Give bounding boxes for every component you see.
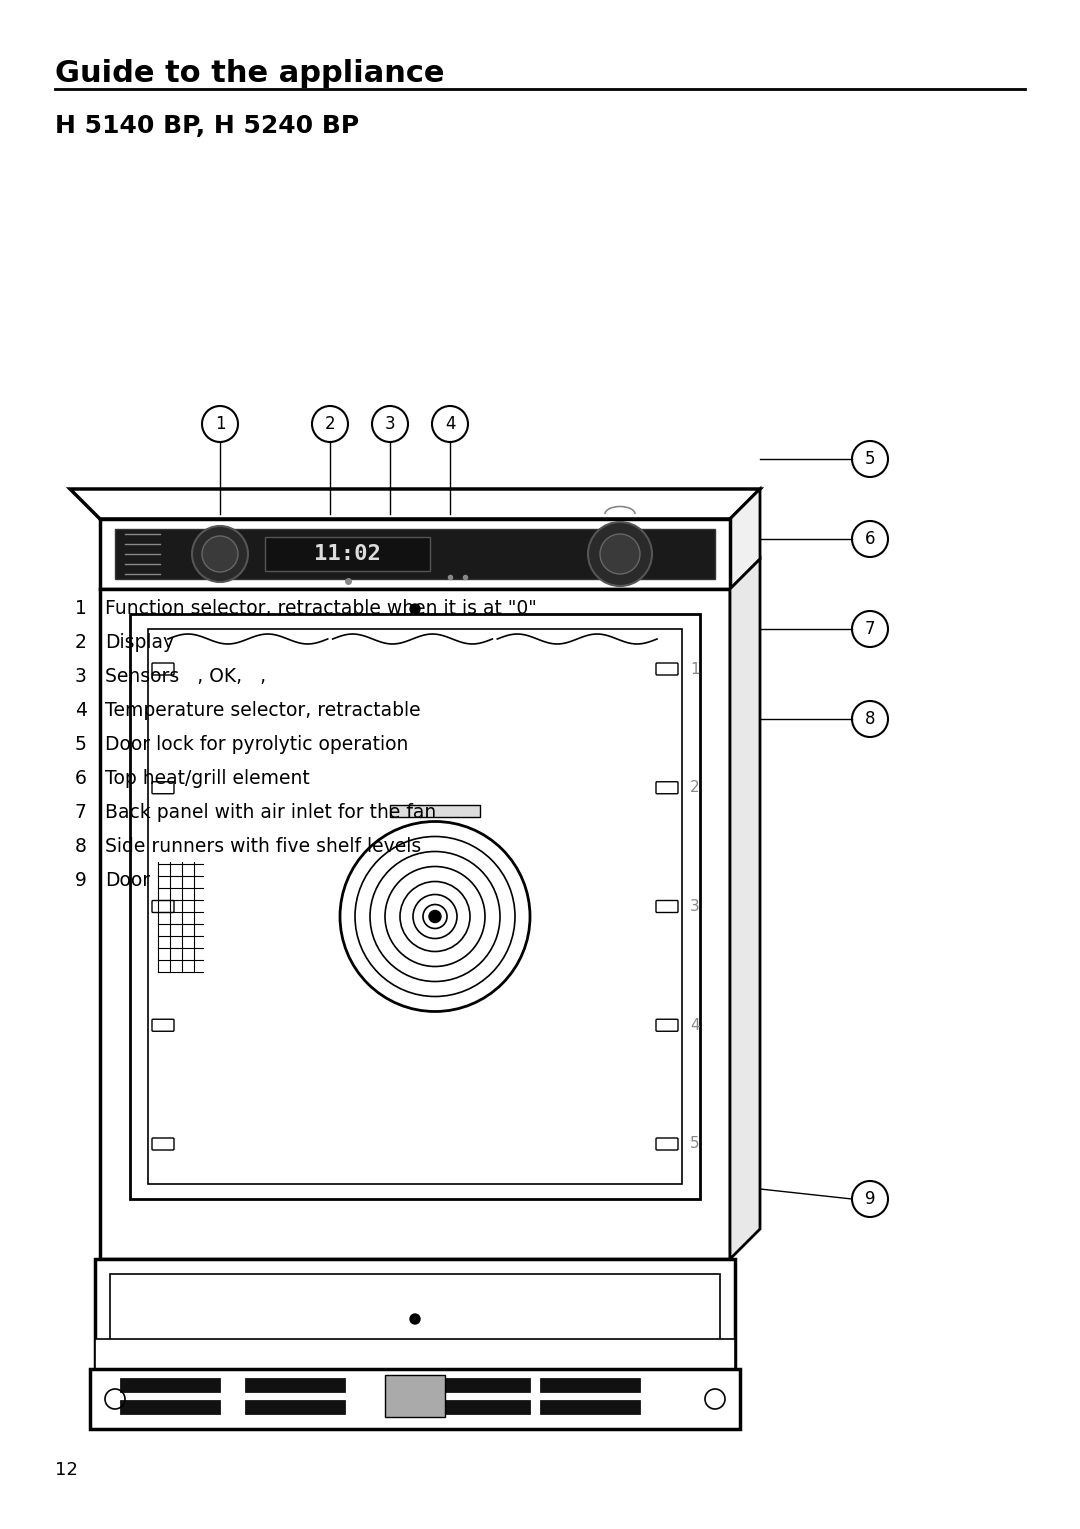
Text: Side runners with five shelf levels: Side runners with five shelf levels (105, 836, 421, 856)
Text: 5: 5 (75, 735, 86, 754)
Bar (148, 628, 681, 1183)
Circle shape (340, 821, 530, 1012)
Circle shape (852, 521, 888, 557)
Text: 6: 6 (865, 531, 875, 547)
Text: 11:02: 11:02 (314, 544, 381, 564)
FancyBboxPatch shape (152, 1020, 174, 1031)
Text: Back panel with air inlet for the fan: Back panel with air inlet for the fan (105, 803, 436, 823)
Text: Display: Display (105, 633, 174, 651)
Polygon shape (70, 489, 760, 518)
Text: Door lock for pyrolytic operation: Door lock for pyrolytic operation (105, 735, 408, 754)
Text: Top heat/grill element: Top heat/grill element (105, 769, 310, 787)
Text: 9: 9 (75, 872, 86, 890)
Circle shape (852, 1180, 888, 1217)
FancyBboxPatch shape (152, 1138, 174, 1150)
FancyBboxPatch shape (656, 1138, 678, 1150)
Bar (100, 518, 730, 589)
Bar (114, 529, 715, 579)
Circle shape (429, 910, 441, 922)
FancyBboxPatch shape (656, 664, 678, 674)
Circle shape (372, 407, 408, 442)
Bar (390, 804, 480, 816)
Text: 3: 3 (690, 899, 700, 914)
FancyBboxPatch shape (656, 781, 678, 794)
FancyBboxPatch shape (152, 664, 174, 674)
Text: 8: 8 (75, 836, 86, 856)
Text: 5: 5 (690, 1136, 700, 1151)
Bar (265, 537, 430, 570)
Circle shape (852, 440, 888, 477)
Bar (95, 1258, 735, 1368)
Circle shape (312, 407, 348, 442)
Polygon shape (730, 489, 760, 589)
Bar (430, 1401, 530, 1414)
Circle shape (432, 407, 468, 442)
Text: H 5140 BP, H 5240 BP: H 5140 BP, H 5240 BP (55, 115, 360, 138)
Text: Function selector, retractable when it is at "0": Function selector, retractable when it i… (105, 599, 537, 618)
Text: 7: 7 (75, 803, 86, 823)
Text: 3: 3 (384, 414, 395, 433)
Text: 7: 7 (865, 619, 875, 638)
Bar (110, 1274, 720, 1355)
Bar (130, 615, 700, 1199)
Bar (540, 1401, 640, 1414)
Bar (540, 1378, 640, 1391)
Text: 5: 5 (865, 450, 875, 468)
FancyBboxPatch shape (656, 901, 678, 913)
FancyBboxPatch shape (656, 1020, 678, 1031)
Bar (120, 1401, 220, 1414)
Text: Sensors   , OK,   ,: Sensors , OK, , (105, 667, 266, 687)
Circle shape (202, 407, 238, 442)
Text: 8: 8 (865, 709, 875, 728)
Bar (120, 1378, 220, 1391)
Text: Guide to the appliance: Guide to the appliance (55, 60, 445, 89)
Text: 2: 2 (690, 780, 700, 795)
Text: 1: 1 (215, 414, 226, 433)
Circle shape (192, 526, 248, 583)
FancyBboxPatch shape (152, 901, 174, 913)
Text: Door: Door (105, 872, 150, 890)
Text: Temperature selector, retractable: Temperature selector, retractable (105, 700, 420, 720)
Circle shape (600, 534, 640, 573)
Circle shape (410, 1313, 420, 1324)
Polygon shape (730, 560, 760, 1258)
Bar (384, 1375, 445, 1417)
Text: 3: 3 (75, 667, 86, 687)
Bar (100, 589, 730, 1258)
Text: 2: 2 (325, 414, 335, 433)
Text: 4: 4 (75, 700, 87, 720)
Text: 12: 12 (55, 1462, 78, 1479)
Text: 4: 4 (445, 414, 456, 433)
Circle shape (852, 700, 888, 737)
Text: 2: 2 (75, 633, 86, 651)
Bar (95, 1339, 735, 1368)
Text: 1: 1 (690, 662, 700, 676)
Circle shape (852, 612, 888, 647)
Circle shape (202, 537, 238, 572)
Text: 4: 4 (690, 1018, 700, 1032)
Text: 6: 6 (75, 769, 86, 787)
Text: 1: 1 (75, 599, 86, 618)
Bar (245, 1378, 345, 1391)
Bar (90, 1368, 740, 1430)
FancyBboxPatch shape (152, 781, 174, 794)
Circle shape (410, 604, 420, 615)
Bar (430, 1378, 530, 1391)
Bar (245, 1401, 345, 1414)
Text: 9: 9 (865, 1190, 875, 1208)
Circle shape (588, 521, 652, 586)
